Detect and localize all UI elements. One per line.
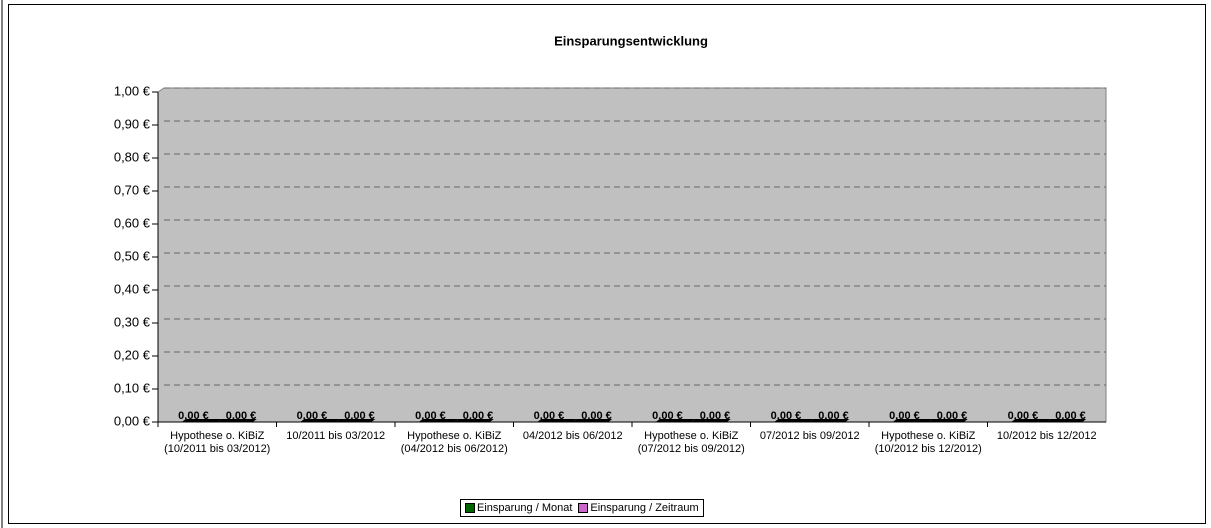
x-tick-label: 04/2012 bis 06/2012: [522, 430, 623, 442]
data-label: 0,00 €: [889, 410, 920, 422]
y-tick-label: 0,30 €: [114, 314, 151, 329]
y-tick-label: 0,90 €: [114, 116, 151, 131]
data-label: 0,00 €: [581, 410, 612, 422]
data-label: 0,00 €: [415, 410, 446, 422]
bar-top: [809, 419, 850, 422]
bar-top: [335, 419, 376, 422]
y-tick-label: 0,20 €: [114, 347, 151, 362]
y-tick-label: 0,10 €: [114, 380, 151, 395]
y-tick-label: 0,00 €: [114, 413, 151, 428]
bar-top: [572, 419, 613, 422]
legend-swatch: [578, 503, 589, 513]
x-tick-label: 10/2011 bis 03/2012: [286, 430, 386, 442]
legend-label: Einsparung / Monat: [477, 502, 573, 514]
bar-top: [774, 419, 814, 422]
x-tick-label: 10/2012 bis 12/2012: [996, 430, 1097, 442]
bar-top: [1046, 419, 1087, 422]
data-label: 0,00 €: [1055, 410, 1086, 422]
y-tick-label: 1,00 €: [114, 83, 151, 98]
x-tick-label: 07/2012 bis 09/2012: [759, 430, 860, 442]
bar-top: [300, 419, 340, 422]
data-label: 0,00 €: [534, 410, 565, 422]
bar-top: [454, 419, 494, 422]
data-label: 0,00 €: [771, 410, 802, 422]
data-label: 0,00 €: [700, 410, 731, 422]
bar-top: [928, 419, 968, 422]
bar-top: [1011, 419, 1051, 422]
bar-top: [537, 419, 577, 422]
bar-top: [181, 419, 222, 422]
legend-item: Einsparung / Monat: [465, 502, 572, 514]
data-label: 0,00 €: [297, 410, 328, 422]
y-tick-label: 0,60 €: [114, 215, 151, 230]
bar-top: [418, 419, 459, 422]
bar-top: [655, 419, 696, 422]
data-label: 0,00 €: [226, 410, 257, 422]
legend: Einsparung / Monat Einsparung / Zeitraum: [460, 499, 704, 517]
y-tick-label: 0,80 €: [114, 149, 151, 164]
x-tick-label: Hypothese o. KiBiZ (10/2012 bis 12/2012): [874, 430, 982, 455]
data-label: 0,00 €: [652, 410, 683, 422]
bar-top: [691, 419, 731, 422]
chart-title: Einsparungsentwicklung: [554, 33, 708, 48]
data-label: 0,00 €: [937, 410, 968, 422]
legend-swatch: [465, 503, 475, 513]
x-tick-label: Hypothese o. KiBiZ (07/2012 bis 09/2012): [637, 430, 745, 455]
legend-item: Einsparung / Zeitraum: [578, 502, 699, 514]
bar-top: [892, 419, 933, 422]
y-tick-label: 0,70 €: [114, 182, 151, 197]
data-label: 0,00 €: [178, 410, 209, 422]
data-label: 0,00 €: [1008, 410, 1039, 422]
bar-top: [217, 419, 257, 422]
data-label: 0,00 €: [344, 410, 375, 422]
x-tick-label: Hypothese o. KiBiZ (04/2012 bis 06/2012): [400, 430, 508, 455]
plot-area: [157, 87, 1107, 423]
data-label: 0,00 €: [463, 410, 494, 422]
y-tick-label: 0,40 €: [114, 281, 151, 296]
data-label: 0,00 €: [818, 410, 849, 422]
x-tick-label: Hypothese o. KiBiZ (10/2011 bis 03/2012): [164, 430, 271, 455]
y-tick-label: 0,50 €: [114, 248, 151, 263]
legend-label: Einsparung / Zeitraum: [590, 502, 699, 514]
